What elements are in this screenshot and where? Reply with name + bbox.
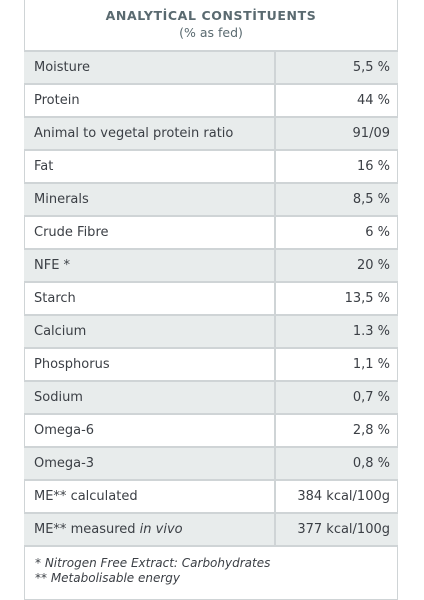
table-row: Crude Fibre 6 %: [24, 215, 398, 249]
constituent-value: 0,8 %: [275, 446, 398, 480]
table-title: ANALYTİCAL CONSTİTUENTS: [105, 8, 317, 23]
constituent-name: Omega-3: [24, 446, 276, 480]
table-row: Moisture 5,5 %: [24, 50, 398, 84]
constituent-name: ME** measured in vivo: [24, 512, 276, 547]
constituent-name: Calcium: [24, 314, 276, 348]
constituent-value: 2,8 %: [275, 413, 398, 447]
table-row: Starch 13,5 %: [24, 281, 398, 315]
constituent-name: Omega-6: [24, 413, 276, 447]
table-row: Minerals 8,5 %: [24, 182, 398, 216]
constituent-value: 1.3 %: [275, 314, 398, 348]
table-row: Omega-3 0,8 %: [24, 446, 398, 480]
table-row: ME** calculated 384 kcal/100g: [24, 479, 398, 513]
constituent-value: 91/09: [275, 116, 398, 150]
constituent-value: 8,5 %: [275, 182, 398, 216]
constituent-name-italic: in vivo: [139, 522, 183, 537]
constituent-name: NFE *: [24, 248, 276, 282]
constituent-value: 13,5 %: [275, 281, 398, 315]
table-header: ANALYTİCAL CONSTİTUENTS (% as fed): [25, 0, 397, 50]
analytical-constituents-card: ANALYTİCAL CONSTİTUENTS (% as fed) Moist…: [24, 0, 398, 600]
table-row: Fat 16 %: [24, 149, 398, 183]
constituent-value: 6 %: [275, 215, 398, 249]
constituent-value: 377 kcal/100g: [275, 512, 398, 547]
table-row: Sodium 0,7 %: [24, 380, 398, 414]
constituent-name: Fat: [24, 149, 276, 183]
footnote-me: ** Metabolisable energy: [35, 571, 181, 585]
constituent-value: 16 %: [275, 149, 398, 183]
constituent-name: Moisture: [24, 50, 276, 84]
table-subtitle: (% as fed): [179, 25, 243, 40]
constituent-name: Sodium: [24, 380, 276, 414]
constituent-value: 20 %: [275, 248, 398, 282]
constituent-value: 5,5 %: [275, 50, 398, 84]
table-row: NFE * 20 %: [24, 248, 398, 282]
constituent-value: 1,1 %: [275, 347, 398, 381]
constituent-value: 44 %: [275, 83, 398, 117]
table-row: Phosphorus 1,1 %: [24, 347, 398, 381]
constituent-name: Minerals: [24, 182, 276, 216]
constituent-name: Crude Fibre: [24, 215, 276, 249]
constituent-value: 384 kcal/100g: [275, 479, 398, 513]
constituent-name: Phosphorus: [24, 347, 276, 381]
footnote-nfe: * Nitrogen Free Extract: Carbohydrates: [35, 556, 271, 570]
table-row: Calcium 1.3 %: [24, 314, 398, 348]
table-row: Protein 44 %: [24, 83, 398, 117]
constituent-value: 0,7 %: [275, 380, 398, 414]
table-row: Omega-6 2,8 %: [24, 413, 398, 447]
constituent-name: Protein: [24, 83, 276, 117]
table-row: Animal to vegetal protein ratio 91/09: [24, 116, 398, 150]
constituent-name: Starch: [24, 281, 276, 315]
constituent-name: Animal to vegetal protein ratio: [24, 116, 276, 150]
constituent-name: ME** calculated: [24, 479, 276, 513]
footnotes: * Nitrogen Free Extract: Carbohydrates *…: [25, 547, 397, 586]
constituent-name-prefix: ME** measured: [34, 522, 140, 537]
table-row: ME** measured in vivo 377 kcal/100g: [24, 512, 398, 547]
constituents-table: Moisture 5,5 % Protein 44 % Animal to ve…: [24, 50, 398, 547]
